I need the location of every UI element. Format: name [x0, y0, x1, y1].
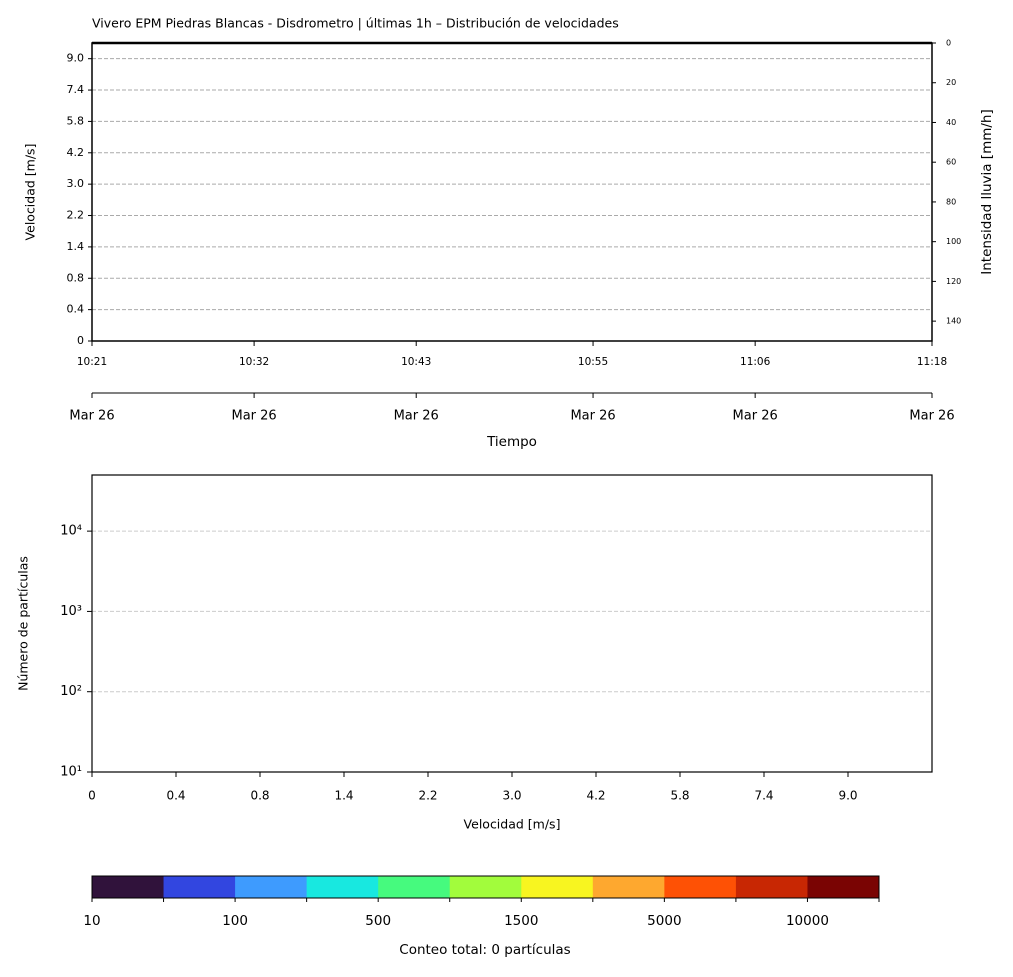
y2-tick-label: 80 [946, 197, 956, 206]
color-swatch [449, 876, 522, 898]
x-date-label: Mar 26 [733, 409, 778, 424]
color-swatch [735, 876, 808, 898]
x-tick-label: 10:32 [239, 356, 269, 368]
colorbar-tick-label: 10000 [786, 913, 829, 929]
y2-tick-label: 100 [946, 237, 961, 246]
x-tick-label: 0 [88, 789, 96, 803]
colorbar-tick-label: 1500 [504, 913, 538, 929]
color-swatch [807, 876, 880, 898]
x-tick-label: 11:06 [740, 356, 771, 368]
x-tick-label: 2.2 [418, 789, 437, 803]
x-tick-label: 3.0 [502, 789, 521, 803]
y2-tick-label: 40 [946, 118, 956, 127]
x-tick-label: 10:55 [578, 356, 608, 368]
x-tick-label: 4.2 [586, 789, 605, 803]
y-tick-label: 2.2 [67, 209, 85, 222]
y-tick-label: 3.0 [67, 177, 85, 190]
y2-axis-label: Intensidad lluvia [mm/h] [979, 109, 995, 274]
x-date-label: Mar 26 [69, 409, 114, 424]
color-swatch [521, 876, 594, 898]
y2-tick-label: 0 [946, 39, 951, 48]
y-tick-label: 9.0 [67, 52, 85, 65]
chart-title: Vivero EPM Piedras Blancas - Disdrometro… [92, 16, 619, 31]
color-swatch [592, 876, 665, 898]
y2-tick-label: 120 [946, 277, 961, 286]
colorbar-tick-label: 5000 [647, 913, 681, 929]
x-tick-label: 0.8 [250, 789, 269, 803]
y2-tick-label: 60 [946, 158, 956, 167]
colorbar-label: Conteo total: 0 partículas [399, 942, 570, 958]
y-tick-label: 7.4 [67, 83, 85, 96]
y-axis-label: Velocidad [m/s] [23, 144, 38, 241]
x-axis-label: Velocidad [m/s] [464, 817, 561, 832]
x-tick-label: 7.4 [754, 789, 773, 803]
y-tick-label: 10¹ [60, 765, 82, 780]
x-tick-label: 11:18 [917, 356, 947, 368]
x-tick-label: 9.0 [838, 789, 857, 803]
x-axis-label: Tiempo [486, 434, 537, 450]
y-tick-label: 1.4 [67, 240, 85, 253]
color-swatch [235, 876, 308, 898]
x-date-label: Mar 26 [232, 409, 277, 424]
colorbar-tick-label: 500 [365, 913, 391, 929]
x-date-label: Mar 26 [570, 409, 615, 424]
color-swatch [306, 876, 379, 898]
color-swatch [92, 876, 165, 898]
y-axis-label: Número de partículas [16, 556, 31, 691]
y-tick-label: 0.4 [67, 303, 85, 316]
y-tick-label: 4.2 [67, 146, 85, 159]
y-tick-label: 10³ [60, 604, 82, 619]
color-swatch [664, 876, 737, 898]
x-tick-label: 1.4 [334, 789, 353, 803]
y2-tick-label: 140 [946, 317, 961, 326]
x-tick-label: 10:21 [77, 356, 107, 368]
color-swatch [163, 876, 236, 898]
colorbar-tick-label: 100 [222, 913, 248, 929]
y-tick-label: 10² [60, 684, 82, 699]
plot-frame [91, 474, 933, 773]
x-tick-label: 0.4 [166, 789, 185, 803]
y-tick-label: 0 [77, 334, 84, 347]
x-date-label: Mar 26 [909, 409, 954, 424]
colorbar-tick-label: 10 [83, 913, 100, 929]
y-tick-label: 0.8 [67, 271, 85, 284]
plot-frame [91, 42, 933, 342]
x-date-label: Mar 26 [394, 409, 439, 424]
colorbar-frame [91, 875, 880, 899]
y-tick-label: 5.8 [67, 114, 85, 127]
x-tick-label: 10:43 [401, 356, 431, 368]
color-swatch [378, 876, 451, 898]
y-tick-label: 10⁴ [60, 524, 82, 539]
y2-tick-label: 20 [946, 78, 956, 87]
x-tick-label: 5.8 [670, 789, 689, 803]
